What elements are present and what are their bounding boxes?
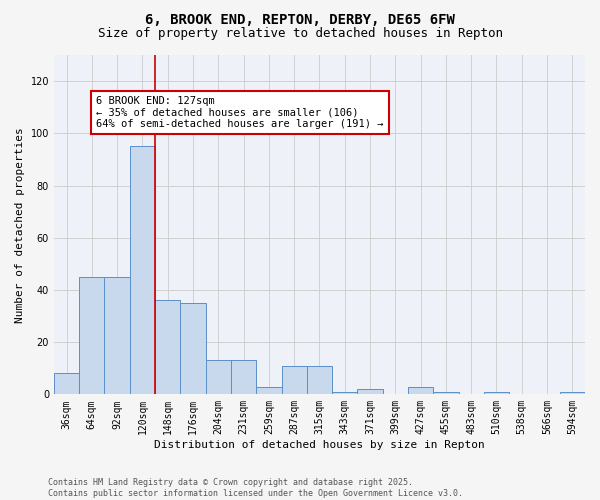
Bar [332,392,358,394]
Text: 6 BROOK END: 127sqm
← 35% of detached houses are smaller (106)
64% of semi-detac: 6 BROOK END: 127sqm ← 35% of detached ho… [97,96,384,129]
Bar [560,392,585,394]
Text: 6, BROOK END, REPTON, DERBY, DE65 6FW: 6, BROOK END, REPTON, DERBY, DE65 6FW [145,12,455,26]
Bar [79,277,104,394]
Text: Size of property relative to detached houses in Repton: Size of property relative to detached ho… [97,28,503,40]
Bar [206,360,231,394]
Y-axis label: Number of detached properties: Number of detached properties [15,127,25,322]
Bar [307,366,332,394]
Bar [281,366,307,394]
X-axis label: Distribution of detached houses by size in Repton: Distribution of detached houses by size … [154,440,485,450]
Bar [104,277,130,394]
Bar [54,374,79,394]
Bar [130,146,155,394]
Bar [433,392,458,394]
Bar [484,392,509,394]
Bar [358,389,383,394]
Bar [181,303,206,394]
Bar [155,300,181,394]
Bar [231,360,256,394]
Bar [256,386,281,394]
Text: Contains HM Land Registry data © Crown copyright and database right 2025.
Contai: Contains HM Land Registry data © Crown c… [48,478,463,498]
Bar [408,386,433,394]
